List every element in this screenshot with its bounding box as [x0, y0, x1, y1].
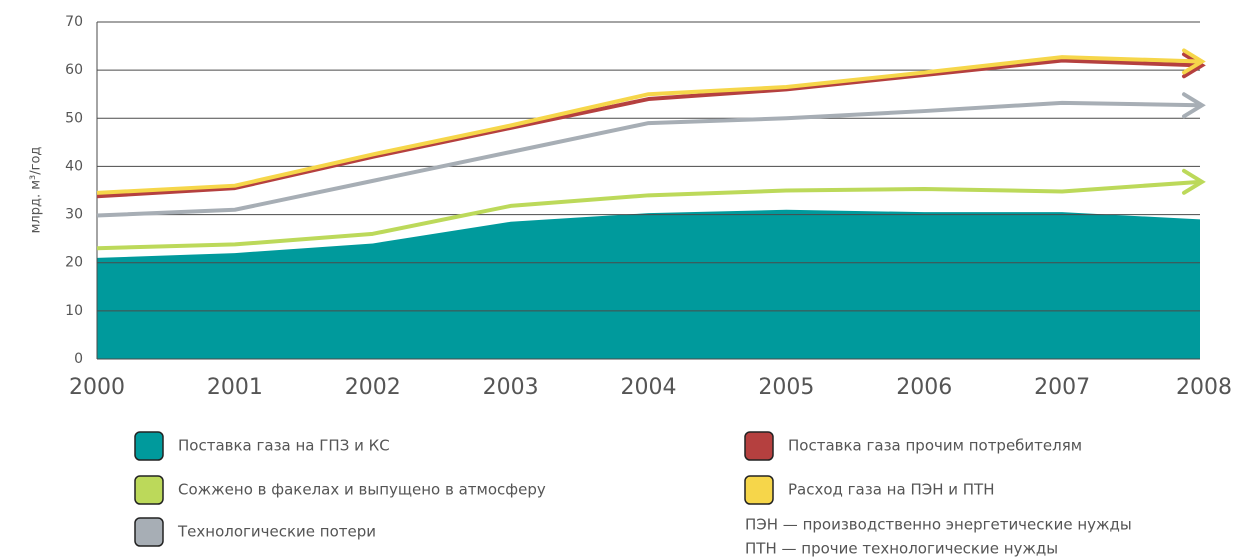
y-tick-label: 10	[65, 303, 83, 319]
legend-swatch	[134, 431, 164, 461]
arrow-head	[1182, 92, 1206, 119]
legend-label: Сожжено в факелах и выпущено в атмосферу	[178, 481, 546, 499]
y-tick-label: 20	[65, 255, 83, 271]
legend-swatch	[744, 475, 774, 505]
x-tick-label: 2008	[1176, 375, 1232, 400]
y-tick-label: 0	[74, 351, 83, 367]
legend-label: Расход газа на ПЭН и ПТН	[788, 481, 995, 499]
y-tick-label: 70	[65, 14, 83, 30]
note: ПЭН — производственно энергетические нуж…	[745, 516, 1132, 534]
y-tick-label: 40	[65, 158, 83, 174]
arrow-head	[1182, 168, 1206, 195]
legend-label: Технологические потери	[177, 523, 376, 541]
arrow-head	[1182, 48, 1206, 75]
x-tick-label: 2003	[483, 375, 539, 400]
area	[97, 209, 1200, 359]
x-tick-label: 2001	[207, 375, 263, 400]
legend-swatch	[134, 517, 164, 547]
line	[96, 179, 1201, 251]
x-tick-label: 2007	[1034, 375, 1090, 400]
legend-label: Поставка газа на ГПЗ и КС	[178, 437, 390, 455]
arrow-head	[1182, 52, 1206, 79]
line	[96, 55, 1201, 195]
x-tick-label: 2005	[758, 375, 814, 400]
y-axis-label: млрд. м³/год	[29, 147, 44, 234]
legend-swatch	[134, 475, 164, 505]
y-tick-label: 50	[65, 110, 83, 126]
x-tick-label: 2004	[621, 375, 677, 400]
line	[96, 100, 1201, 218]
line	[96, 58, 1201, 199]
legend-label: Поставка газа прочим потребителям	[788, 437, 1082, 455]
y-tick-label: 30	[65, 207, 83, 223]
y-tick-label: 60	[65, 62, 83, 78]
legend-swatch	[744, 431, 774, 461]
x-tick-label: 2000	[69, 375, 125, 400]
note: ПТН — прочие технологические нужды	[745, 540, 1058, 558]
x-tick-label: 2002	[345, 375, 401, 400]
x-tick-label: 2006	[896, 375, 952, 400]
